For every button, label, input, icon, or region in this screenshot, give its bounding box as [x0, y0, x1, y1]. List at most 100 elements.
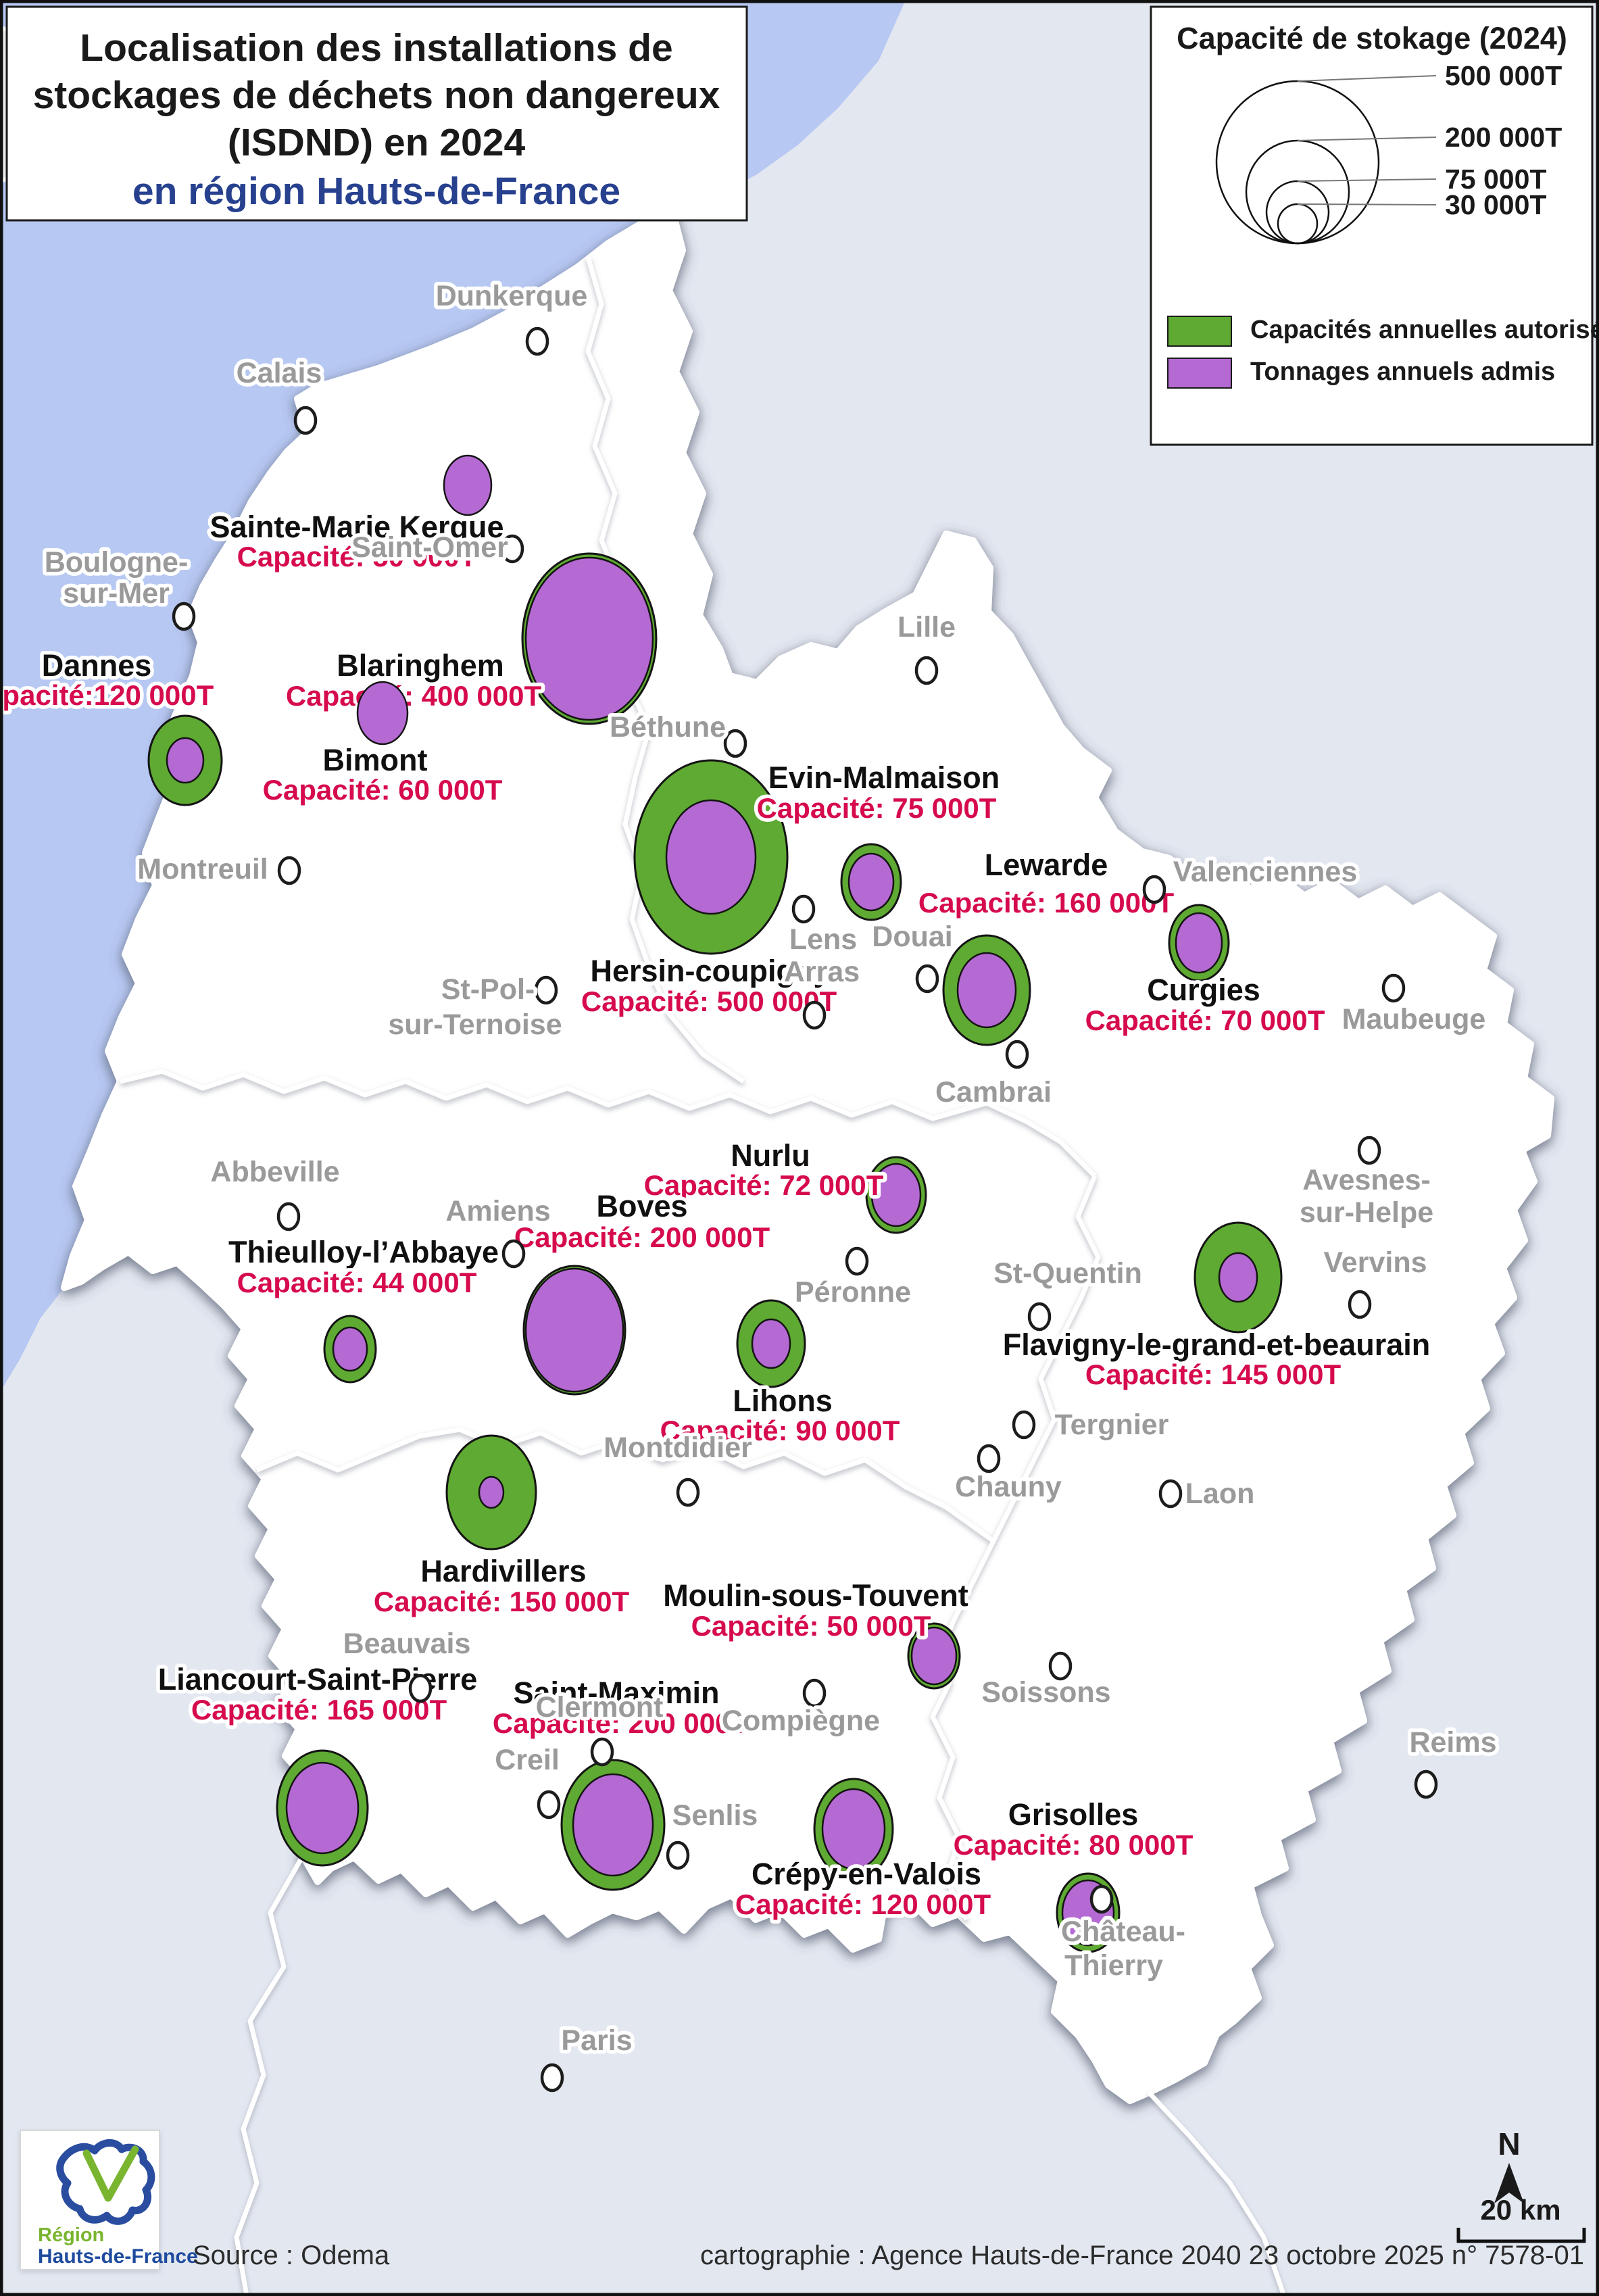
city-marker	[1348, 1290, 1372, 1319]
facility-tonnage-circle	[665, 799, 757, 915]
city-marker	[408, 1674, 433, 1703]
city-douai: Douai	[868, 917, 956, 994]
facility-capacity-label: Capacité: 44 000T	[237, 1267, 477, 1298]
north-label: N	[1498, 2126, 1520, 2161]
city-ch-teau-thierry: Château-Thierry	[1058, 1884, 1189, 1986]
city-clermont: Clermont	[532, 1688, 667, 1767]
legend-swatch-green-label: Capacités annuelles autorisées	[1250, 316, 1599, 344]
city-st-quentin: St-Quentin	[990, 1254, 1146, 1332]
city-boulogne-sur-mer: Boulogne-sur-Mer	[41, 543, 196, 631]
facility-tonnage-circle	[751, 1318, 791, 1369]
facility-name: Moulin-sous-Touvent	[663, 1578, 968, 1613]
city-label: St-Pol-	[441, 973, 535, 1006]
city-label: Cambrai	[935, 1076, 1052, 1108]
facility-name: Dannes	[42, 648, 152, 683]
city-laon: Laon	[1158, 1474, 1258, 1514]
legend-title: Capacité de stokage (2024)	[1177, 21, 1567, 55]
facility-lewarde: Lewarde Capacité: 160 000T	[914, 844, 1178, 1046]
cities-layer: Dunkerque Calais Saint-Omer Boulogne-sur-Me…	[41, 276, 1500, 2093]
city-creil: Creil	[491, 1740, 563, 1819]
city-marker	[293, 406, 318, 435]
city-vervins: Vervins	[1320, 1243, 1431, 1319]
facility-capacity-label: Capacité: 500 000T	[581, 985, 837, 1017]
facility-capacity-label: Capacité: 165 000T	[191, 1694, 447, 1726]
facility-tonnage-circle	[870, 1163, 922, 1227]
facility-name: Flavigny-le-grand-et-beaurain	[1003, 1327, 1431, 1362]
facility-capacity-label: Capacité: 72 000T	[644, 1169, 884, 1201]
logo-region-text: Région	[38, 2224, 104, 2246]
sea	[0, 0, 906, 1392]
city-soissons: Soissons	[978, 1651, 1114, 1713]
legend-box: Capacité de stokage (2024) 500 000T 200 …	[1150, 5, 1599, 446]
title-line-3: (ISDND) en 2024	[228, 121, 526, 164]
facility-tonnage-circle	[910, 1626, 958, 1686]
city-label: Thierry	[1064, 1949, 1163, 1982]
facility-capacity-label: Capacité: 145 000T	[1085, 1359, 1342, 1390]
scale-bar: 20 km	[1456, 2194, 1586, 2243]
city-valenciennes: Valenciennes	[1142, 852, 1361, 904]
facility-capacity-label: Capacité: 50 000T	[691, 1610, 931, 1642]
facility-capacity-label: Capacité: 90 000T	[660, 1415, 900, 1446]
city-lens: Lens	[785, 894, 861, 960]
city-label: Montdidier	[604, 1432, 752, 1464]
legend-swatch-purple	[1167, 358, 1232, 389]
facility-capacity-label: Capacité: 160 000T	[918, 887, 1175, 919]
facility-name: Boves	[596, 1189, 687, 1223]
city-cambrai: Cambrai	[931, 1040, 1056, 1113]
facility-name: Thieulloy-l’Abbaye	[228, 1235, 499, 1269]
city-chauny: Chauny	[952, 1444, 1065, 1507]
city-amiens: Amiens	[442, 1192, 554, 1269]
city-label: Senlis	[672, 1799, 758, 1832]
facility-tonnage-circle	[821, 1788, 886, 1870]
facility-capacity-label: Capacité: 80 000T	[954, 1829, 1194, 1861]
border-oise-somme	[255, 1427, 995, 1543]
city-tergnier: Tergnier	[1012, 1405, 1173, 1445]
city-senlis: Senlis	[666, 1796, 762, 1870]
city-label: Compiègne	[722, 1705, 880, 1737]
city-label: Tergnier	[1055, 1409, 1169, 1441]
facility-name: Sainte-Marie Kerque	[210, 510, 503, 544]
city-marker	[1142, 875, 1166, 904]
legend-swatch-purple-label: Tonnages annuels admis	[1250, 358, 1555, 386]
city-label: Boulogne-	[45, 546, 189, 579]
facility-tonnage-circle	[443, 454, 493, 516]
city-label: Paris	[561, 2024, 632, 2057]
city-marker	[802, 1000, 827, 1030]
city-dunkerque: Dunkerque	[432, 276, 591, 356]
city-montreuil: Montreuil	[134, 850, 301, 889]
title-line-1: Localisation des installations de	[80, 26, 672, 70]
facility-name: Lewarde	[985, 848, 1108, 882]
city-paris: Paris	[540, 2021, 636, 2093]
border-somme-aisne-oise	[930, 1175, 1101, 1921]
city-label: Montreuil	[137, 853, 268, 885]
facility-name: Lihons	[733, 1384, 832, 1418]
city-label: Amiens	[445, 1195, 550, 1227]
legend-leader-lines	[1297, 75, 1437, 205]
legend-size-label-30000: 30 000T	[1445, 189, 1546, 220]
city-p-ronne: Péronne	[791, 1246, 915, 1313]
facility-name: Nurlu	[731, 1138, 810, 1173]
title-line-2: stockages de déchets non dangereux	[33, 74, 720, 117]
city-label: Beauvais	[343, 1628, 471, 1660]
city-label: Lens	[789, 923, 857, 956]
facility-name: Grisolles	[1008, 1797, 1139, 1832]
scale-bar-line	[1456, 2228, 1586, 2243]
city-b-thune: Béthune	[606, 708, 747, 758]
city-st-pol-sur-ternoise: St-Pol-sur-Ternoise	[385, 970, 566, 1045]
logo-green-check-icon	[82, 2145, 139, 2202]
facility-capacity-label: Capacité: 60 000T	[263, 774, 503, 806]
city-marker	[1027, 1302, 1052, 1332]
logo-map-outline-icon	[56, 2139, 155, 2225]
facility-dannes: DannesCapacité:120 000T	[0, 645, 223, 806]
facility-capacity-label: Capacité: 200 000T	[514, 1221, 770, 1253]
city-marker	[1381, 973, 1406, 1003]
facility-tonnage-circle	[332, 1326, 368, 1372]
legend-swatch-green	[1167, 316, 1232, 347]
north-arrow-icon	[1494, 2163, 1524, 2203]
